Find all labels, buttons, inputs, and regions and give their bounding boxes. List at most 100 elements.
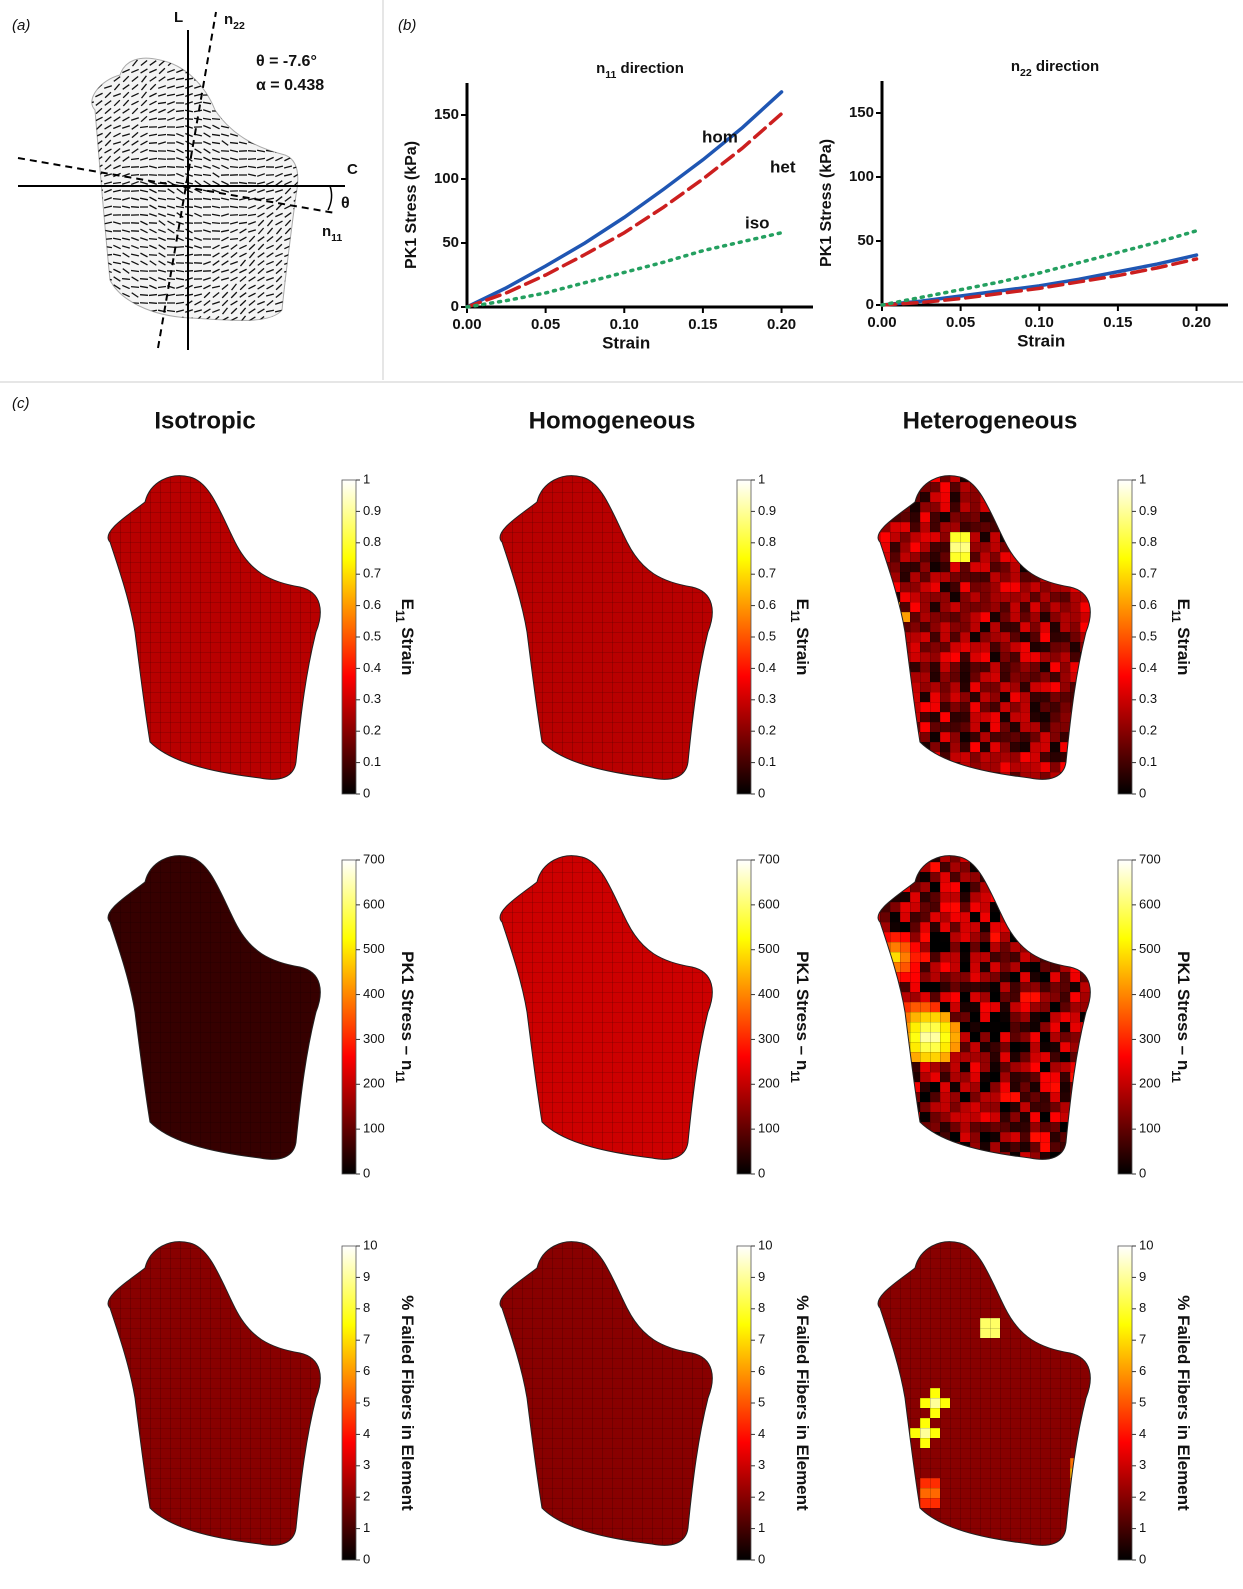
colorbar-tick-label: 0.8 xyxy=(1139,534,1157,549)
element-cell xyxy=(1050,912,1060,922)
element-cell xyxy=(1010,912,1020,922)
element-cell xyxy=(1090,772,1100,782)
element-cell xyxy=(1080,512,1090,522)
element-cell xyxy=(940,772,950,782)
fiber-vector xyxy=(230,239,238,240)
column-title: Heterogeneous xyxy=(903,407,1078,434)
element-cell xyxy=(1010,472,1020,482)
element-cell xyxy=(1000,522,1010,532)
element-cell xyxy=(1010,492,1020,502)
element-cell xyxy=(1040,1288,1050,1298)
fiber-vector xyxy=(131,287,139,288)
fiber-vector xyxy=(86,126,94,129)
element-cell xyxy=(870,692,880,702)
element-cell xyxy=(1060,862,1070,872)
x-tick-label: 0.15 xyxy=(1103,314,1132,331)
element-cell xyxy=(1090,1248,1100,1258)
element-cell xyxy=(880,962,890,972)
colorbar-tick-label: 3 xyxy=(1139,1457,1146,1472)
element-cell xyxy=(1060,552,1070,562)
element-cell xyxy=(870,562,880,572)
element-cell xyxy=(1050,1268,1060,1278)
element-cell xyxy=(1080,1238,1090,1248)
fiber-vector xyxy=(248,70,256,72)
element-cell xyxy=(870,1508,880,1518)
element-cell xyxy=(880,622,890,632)
fiber-vector xyxy=(149,295,157,296)
x-tick-label: 0.00 xyxy=(452,316,481,333)
element-cell xyxy=(1060,922,1070,932)
fiber-vector xyxy=(212,71,220,72)
element-cell xyxy=(880,772,890,782)
colorbar-label: PK1 Stress – n11 xyxy=(788,951,812,1083)
element-cell xyxy=(890,1398,900,1408)
element-cell xyxy=(900,872,910,882)
element-cell xyxy=(1050,1288,1060,1298)
colorbar-tick-label: 0 xyxy=(758,785,765,800)
element-cell xyxy=(870,1308,880,1318)
element-cell xyxy=(870,1152,880,1162)
colorbar-tick-label: 400 xyxy=(1139,986,1161,1001)
element-cell xyxy=(900,1248,910,1258)
element-cell xyxy=(1060,1308,1070,1318)
element-cell xyxy=(870,722,880,732)
fiber-vector xyxy=(113,54,121,56)
element-cell xyxy=(1030,1288,1040,1298)
element-cell xyxy=(1020,512,1030,522)
y-axis-label: PK1 Stress (kPa) xyxy=(403,141,420,269)
element-cell xyxy=(1050,882,1060,892)
fiber-vector xyxy=(95,294,103,296)
element-cell xyxy=(1090,992,1100,1002)
element-cell xyxy=(1090,1162,1100,1172)
element-cell xyxy=(960,1538,970,1548)
element-cell xyxy=(1000,902,1010,912)
element-cell xyxy=(1090,592,1100,602)
fiber-vector xyxy=(176,62,183,65)
element-cell xyxy=(890,1082,900,1092)
y-tick-label: 0 xyxy=(451,298,459,315)
fiber-vector xyxy=(176,231,184,232)
element-cell xyxy=(1050,852,1060,862)
element-cell xyxy=(1040,1548,1050,1558)
element-cell xyxy=(870,1238,880,1248)
element-cell xyxy=(1030,502,1040,512)
alpha-value: α = 0.438 xyxy=(256,77,324,94)
axis-label: n11 xyxy=(322,223,342,244)
element-cell xyxy=(990,852,1000,862)
element-cell xyxy=(1040,482,1050,492)
element-cell xyxy=(1080,872,1090,882)
element-cell xyxy=(900,1162,910,1172)
element-cell xyxy=(1090,1358,1100,1368)
element-cell xyxy=(1040,892,1050,902)
element-cell xyxy=(1050,1338,1060,1348)
element-cell xyxy=(1060,782,1070,792)
element-cell xyxy=(1040,912,1050,922)
element-cell xyxy=(880,1132,890,1142)
element-cell xyxy=(890,1142,900,1152)
element-cell xyxy=(1090,1072,1100,1082)
element-cell xyxy=(870,1112,880,1122)
element-cell xyxy=(990,782,1000,792)
element-cell xyxy=(1070,1248,1080,1258)
element-cell xyxy=(870,482,880,492)
element-cell xyxy=(890,1248,900,1258)
element-cell xyxy=(990,862,1000,872)
colorbar-tick-label: 0.9 xyxy=(758,503,776,518)
fiber-vector xyxy=(275,110,283,113)
element-cell xyxy=(1090,1152,1100,1162)
element-cell xyxy=(1060,1268,1070,1278)
fiber-vector xyxy=(86,294,93,297)
fiber-vector xyxy=(212,103,220,104)
element-cell xyxy=(990,1258,1000,1268)
element-cell xyxy=(1070,1122,1080,1132)
series-line xyxy=(467,233,782,307)
element-cell xyxy=(1090,962,1100,972)
colorbar-tick-label: 500 xyxy=(363,941,385,956)
axis-label: L xyxy=(174,9,183,26)
element-cell xyxy=(1070,1528,1080,1538)
element-cell xyxy=(880,1062,890,1072)
y-axis-label: PK1 Stress (kPa) xyxy=(818,139,835,267)
colorbar-label: % Failed Fibers in Element xyxy=(398,1295,417,1511)
text-part: PK1 Stress – n xyxy=(1174,951,1193,1070)
element-cell xyxy=(870,1122,880,1132)
